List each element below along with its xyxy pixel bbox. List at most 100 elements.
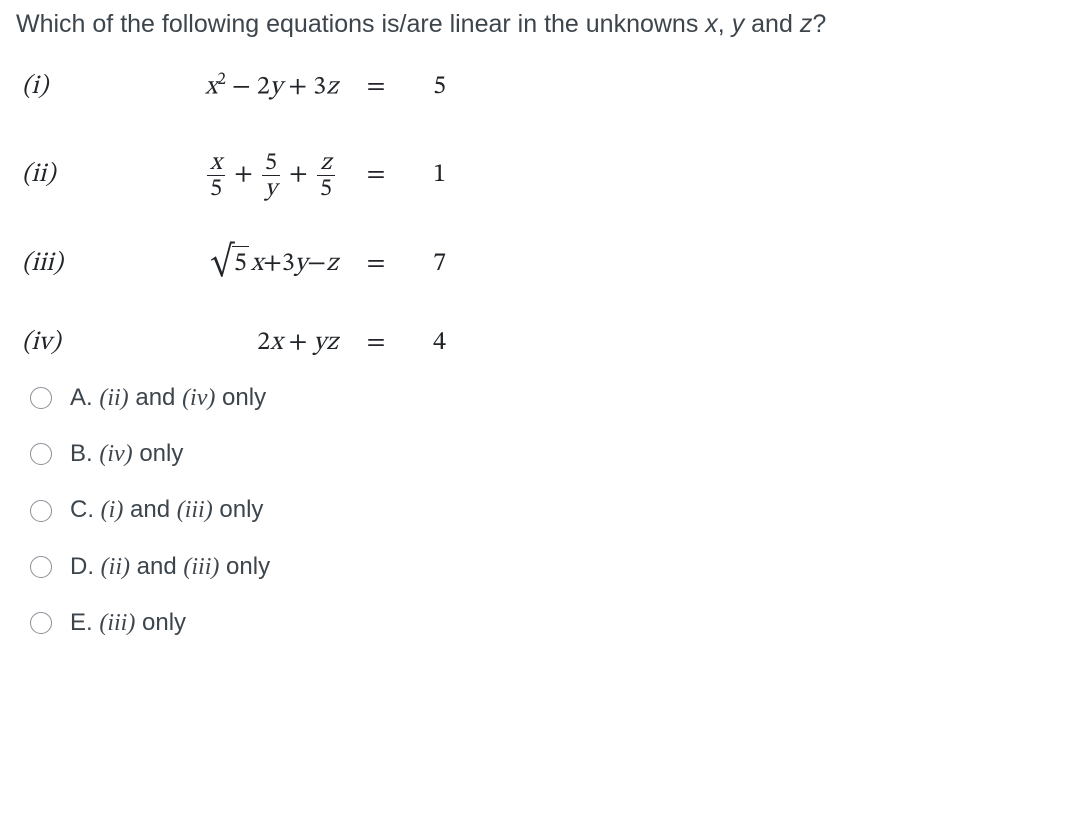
equation-label-i: (i) [22, 70, 108, 105]
question-sep2: and [744, 10, 800, 38]
option-a-mid: and [129, 384, 182, 411]
equation-expr-iv: 2x + yz [108, 326, 356, 361]
eq4-plus: + [283, 330, 314, 356]
eq2-f2-den: y [262, 176, 280, 202]
equation-label-ii: (ii) [22, 158, 108, 193]
option-b-p1: (iv) [99, 441, 132, 467]
question-prefix: Which of the following equations is/are … [16, 10, 705, 38]
eq4-equals: = [356, 326, 396, 361]
equation-row-ii: (ii) x 5 + 5 y + z 5 [22, 150, 1052, 203]
eq1-rhs: 5 [396, 70, 446, 105]
eq1-minus: − [226, 74, 257, 100]
eq2-equals: = [356, 158, 396, 193]
eq2-plus1: + [234, 158, 253, 193]
eq3-rhs: 7 [396, 247, 446, 282]
eq4-y: y [314, 330, 327, 356]
eq3-radicand: 5 [232, 246, 249, 282]
option-c-p1: (i) [101, 497, 124, 523]
eq1-y: y [270, 74, 283, 100]
radio-c[interactable] [30, 500, 52, 522]
option-c-letter: C. [70, 496, 101, 523]
eq3-y: y [295, 247, 308, 282]
option-a-tail: only [215, 384, 266, 411]
eq2-f1-den: 5 [207, 176, 225, 202]
eq1-equals: = [356, 70, 396, 105]
option-c[interactable]: C. (i) and (iii) only [30, 494, 1052, 526]
eq1-coef3: 3 [313, 74, 326, 100]
equation-label-iii: (iii) [22, 247, 108, 282]
eq1-x: x [205, 74, 217, 100]
option-e-text: E. (iii) only [70, 607, 186, 639]
radio-e[interactable] [30, 612, 52, 634]
question-var-x: x [705, 10, 718, 38]
option-b[interactable]: B. (iv) only [30, 438, 1052, 470]
equation-row-iv: (iv) 2x + yz = 4 [22, 326, 1052, 361]
option-c-text: C. (i) and (iii) only [70, 494, 263, 526]
option-b-text: B. (iv) only [70, 438, 183, 470]
option-e-letter: E. [70, 609, 99, 636]
question-var-z: z [800, 10, 813, 38]
eq3-plus: + [263, 247, 282, 282]
option-e[interactable]: E. (iii) only [30, 607, 1052, 639]
option-b-tail: only [133, 440, 184, 467]
option-d-text: D. (ii) and (iii) only [70, 551, 270, 583]
question-text: Which of the following equations is/are … [16, 8, 1052, 42]
option-a-letter: A. [70, 384, 99, 411]
option-d-letter: D. [70, 553, 101, 580]
option-a-p2: (iv) [182, 385, 215, 411]
eq1-z: z [326, 74, 338, 100]
eq4-x: x [270, 330, 282, 356]
equation-row-iii: (iii) √ 5 x + 3y − z = 7 [22, 246, 1052, 282]
eq2-frac1: x 5 [207, 150, 225, 203]
eq1-x-exponent: 2 [217, 72, 225, 89]
eq1-plus: + [282, 74, 313, 100]
eq3-minus: − [307, 247, 326, 282]
eq3-coef2: 3 [282, 247, 295, 282]
eq2-rhs: 1 [396, 158, 446, 193]
eq2-plus2: + [289, 158, 308, 193]
option-c-mid: and [123, 496, 176, 523]
eq4-rhs: 4 [396, 326, 446, 361]
radio-b[interactable] [30, 443, 52, 465]
page-root: Which of the following equations is/are … [0, 0, 1068, 680]
option-a[interactable]: A. (ii) and (iv) only [30, 382, 1052, 414]
equation-expr-ii: x 5 + 5 y + z 5 [108, 150, 356, 203]
eq1-coef2: 2 [257, 74, 270, 100]
option-e-p1: (iii) [99, 610, 135, 636]
radio-d[interactable] [30, 556, 52, 578]
eq2-f2-num: 5 [262, 150, 280, 177]
eq4-z: z [326, 330, 338, 356]
eq2-f1-num: x [207, 150, 225, 177]
eq2-f3-den: 5 [317, 176, 335, 202]
eq2-frac2: 5 y [262, 150, 280, 203]
eq3-z: z [326, 247, 338, 282]
eq3-equals: = [356, 247, 396, 282]
eq3-sqrt: √ 5 [210, 246, 249, 282]
eq4-coef1: 2 [257, 330, 270, 356]
option-c-p2: (iii) [177, 497, 213, 523]
equation-expr-iii: √ 5 x + 3y − z [108, 246, 356, 282]
option-d-p2: (iii) [183, 554, 219, 580]
sqrt-icon: √ [210, 248, 234, 284]
equation-expr-i: x2 − 2y + 3z [108, 70, 356, 106]
radio-a[interactable] [30, 387, 52, 409]
question-var-y: y [732, 10, 745, 38]
option-b-letter: B. [70, 440, 99, 467]
option-c-tail: only [213, 496, 264, 523]
equation-row-i: (i) x2 − 2y + 3z = 5 [22, 70, 1052, 106]
option-d[interactable]: D. (ii) and (iii) only [30, 551, 1052, 583]
option-a-p1: (ii) [99, 385, 128, 411]
equation-label-iv: (iv) [22, 326, 108, 361]
equations-block: (i) x2 − 2y + 3z = 5 (ii) x 5 + [22, 70, 1052, 362]
option-d-tail: only [219, 553, 270, 580]
question-suffix: ? [812, 10, 826, 38]
question-sep1: , [718, 10, 732, 38]
option-e-tail: only [135, 609, 186, 636]
option-a-text: A. (ii) and (iv) only [70, 382, 266, 414]
eq2-frac3: z 5 [317, 150, 335, 203]
option-d-mid: and [130, 553, 183, 580]
eq2-f3-num: z [317, 150, 334, 177]
eq3-x: x [251, 247, 263, 282]
options-list: A. (ii) and (iv) only B. (iv) only C. (i… [16, 382, 1052, 640]
option-d-p1: (ii) [101, 554, 130, 580]
